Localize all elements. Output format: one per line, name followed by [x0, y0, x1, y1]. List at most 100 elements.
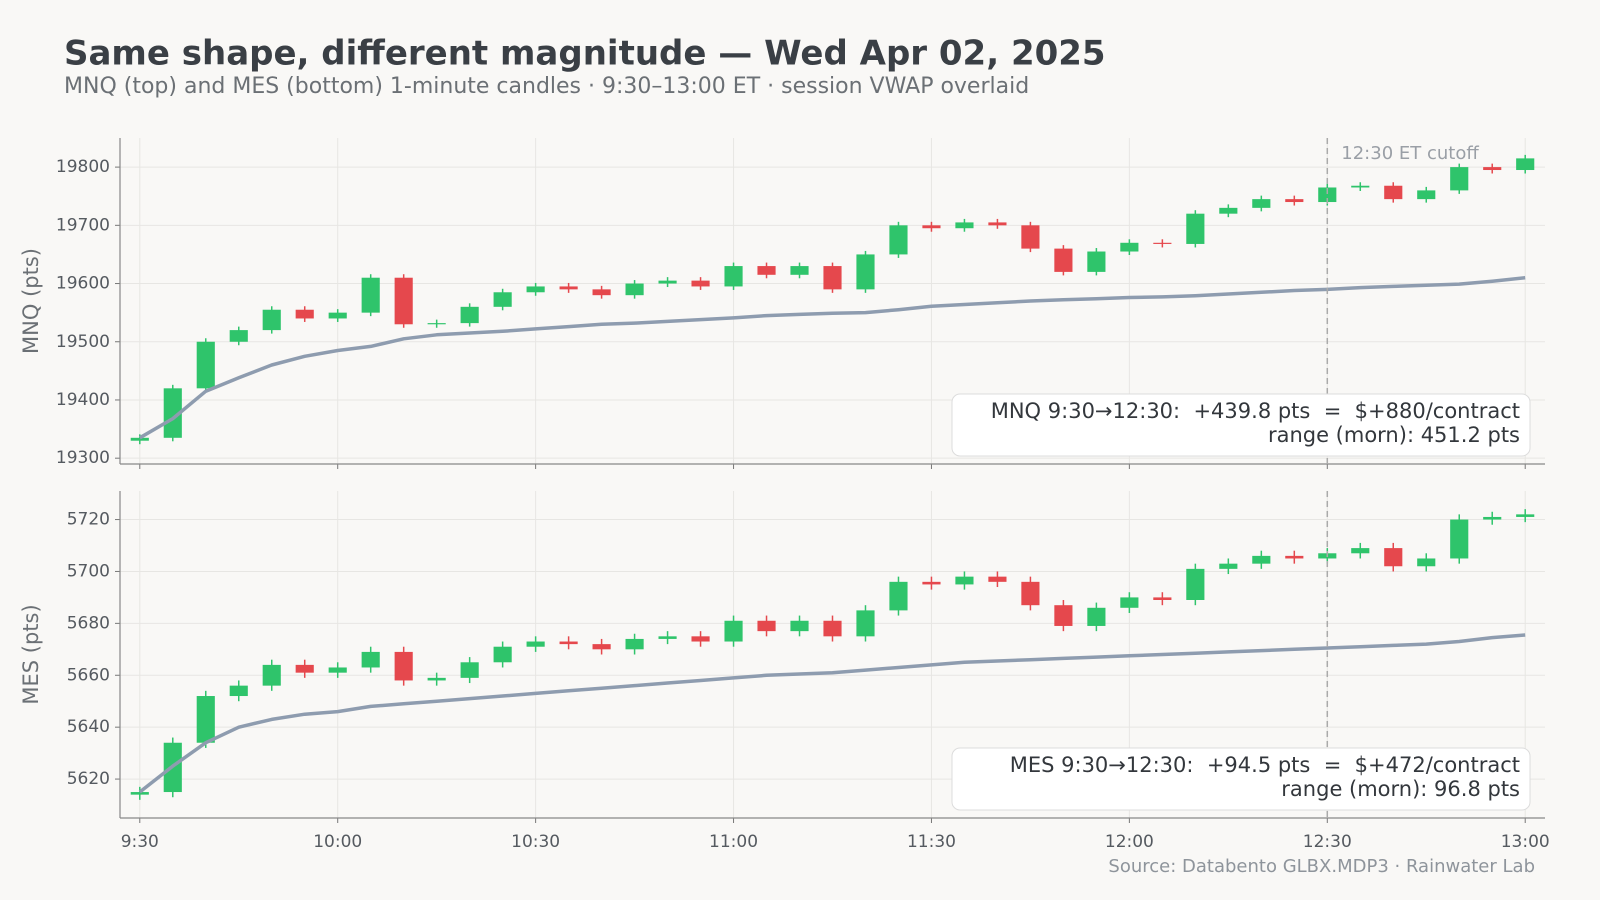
- candle-body: [394, 651, 413, 681]
- candle-body: [1417, 558, 1436, 567]
- candle-body: [1516, 514, 1535, 517]
- candle-body: [295, 664, 314, 673]
- x-tick-label: 10:30: [511, 832, 560, 852]
- candle-body: [328, 312, 347, 319]
- x-tick-label: 13:00: [1501, 832, 1550, 852]
- candle-body: [1087, 251, 1106, 272]
- candle-body: [262, 664, 281, 686]
- cutoff-label: 12:30 ET cutoff: [1341, 143, 1479, 164]
- candle-body: [1219, 563, 1238, 569]
- candle-body: [790, 266, 809, 275]
- candle-body: [988, 222, 1007, 226]
- candle-body: [559, 286, 578, 290]
- candle-body: [1351, 548, 1370, 554]
- annotation-text: range (morn): 451.2 pts: [1268, 423, 1520, 447]
- y-tick-label: 19700: [56, 215, 110, 235]
- candle-body: [130, 437, 149, 441]
- x-tick-label: 11:30: [907, 832, 956, 852]
- y-tick-label: 19600: [56, 274, 110, 294]
- y-tick-label: 5620: [67, 769, 110, 789]
- x-tick-label: 9:30: [121, 832, 159, 852]
- candle-body: [262, 309, 281, 331]
- candle-body: [1384, 548, 1403, 567]
- candle-body: [295, 309, 314, 319]
- candle-body: [625, 638, 644, 650]
- annotation-text: MES 9:30→12:30: +94.5 pts = $+472/contra…: [1010, 753, 1520, 777]
- candle-body: [922, 225, 941, 229]
- candle-body: [1252, 199, 1271, 208]
- candle-body: [1285, 555, 1304, 559]
- x-tick-label: 12:30: [1303, 832, 1352, 852]
- y-tick-label: 19400: [56, 390, 110, 410]
- candle-body: [526, 641, 545, 647]
- candle-body: [328, 667, 347, 673]
- candle-body: [394, 277, 413, 325]
- chart-title: Same shape, different magnitude — Wed Ap…: [64, 34, 1106, 74]
- y-tick-label: 19800: [56, 157, 110, 177]
- candle-body: [1318, 187, 1337, 203]
- candle-body: [757, 620, 776, 632]
- candle-body: [1120, 597, 1139, 608]
- candle-body: [856, 254, 875, 290]
- candle-body: [592, 644, 611, 650]
- x-tick-label: 12:00: [1105, 832, 1154, 852]
- candle-body: [1351, 185, 1370, 188]
- candle-body: [724, 266, 743, 287]
- candle-body: [460, 662, 479, 678]
- annotation-box: [951, 747, 1531, 811]
- candle-body: [724, 620, 743, 642]
- candle-body: [592, 289, 611, 296]
- y-tick-label: 19500: [56, 332, 110, 352]
- candle-body: [163, 388, 182, 438]
- chart-subtitle: MNQ (top) and MES (bottom) 1-minute cand…: [64, 74, 1029, 99]
- annotation-text: range (morn): 96.8 pts: [1281, 777, 1520, 801]
- candle-body: [988, 576, 1007, 582]
- y-axis-label: MES (pts): [19, 604, 43, 704]
- vwap-line: [138, 633, 1526, 794]
- candle-body: [658, 636, 677, 639]
- y-tick-label: 5720: [67, 510, 110, 530]
- y-tick-label: 5660: [67, 665, 110, 685]
- vwap-line: [138, 275, 1526, 440]
- y-tick-label: 5700: [67, 561, 110, 581]
- candle-body: [229, 685, 248, 697]
- candle-body: [757, 266, 776, 275]
- candle-body: [196, 341, 215, 389]
- candle-body: [856, 610, 875, 637]
- candle-body: [1450, 519, 1469, 559]
- candle-body: [889, 581, 908, 611]
- candle-body: [955, 576, 974, 585]
- candle-body: [1252, 555, 1271, 564]
- candle-body: [361, 277, 380, 313]
- candle-body: [1516, 158, 1535, 171]
- candle-body: [1054, 605, 1073, 626]
- y-tick-label: 19300: [56, 448, 110, 468]
- candle-body: [955, 222, 974, 229]
- x-tick-label: 10:00: [313, 832, 362, 852]
- candle-body: [229, 330, 248, 342]
- source-note: Source: Databento GLBX.MDP3 · Rainwater …: [1108, 856, 1535, 877]
- candle-body: [427, 677, 446, 681]
- candle-body: [1186, 568, 1205, 600]
- candle-body: [1186, 213, 1205, 244]
- candle-body: [691, 280, 710, 287]
- candle-body: [427, 323, 446, 325]
- candle-body: [1153, 242, 1172, 244]
- candle-body: [559, 641, 578, 645]
- candle-body: [790, 620, 809, 632]
- y-tick-label: 5680: [67, 613, 110, 633]
- candle-body: [460, 306, 479, 324]
- candle-body: [625, 283, 644, 296]
- candle-body: [1087, 607, 1106, 626]
- candle-body: [1219, 207, 1238, 214]
- y-axis-label: MNQ (pts): [19, 248, 43, 354]
- candle-body: [1483, 167, 1502, 171]
- candle-body: [493, 292, 512, 307]
- candle-body: [361, 651, 380, 668]
- candle-body: [889, 225, 908, 255]
- candle-body: [196, 696, 215, 743]
- candle-body: [1021, 581, 1040, 606]
- candle-body: [493, 646, 512, 663]
